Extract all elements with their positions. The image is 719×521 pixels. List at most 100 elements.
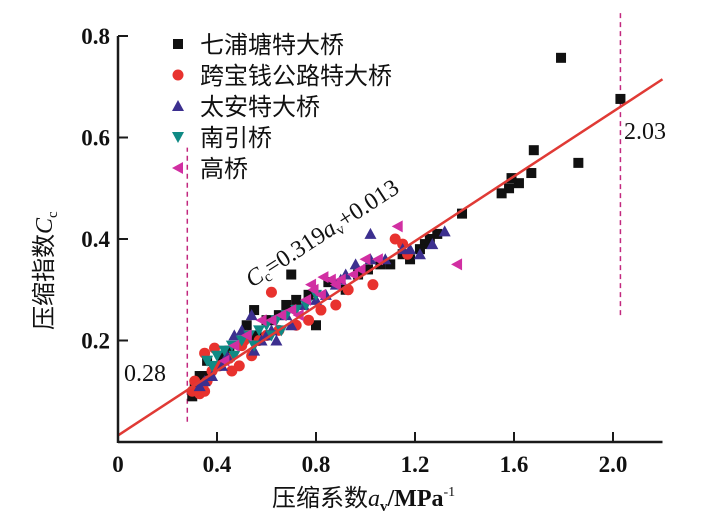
data-point [300,293,312,306]
data-point [253,325,266,337]
legend-label: 跨宝钱公路特大桥 [200,62,392,90]
data-point [496,188,507,199]
data-point [359,253,371,266]
data-point [305,278,317,291]
y-tick-label: 0.6 [81,126,110,151]
data-point [303,314,315,326]
data-point [385,259,396,270]
legend-item: 南引桥 [172,124,272,152]
data-point [556,52,567,63]
data-point [330,299,342,311]
data-point [371,253,383,266]
data-point [451,258,463,271]
data-point [314,288,326,301]
data-point [228,350,241,362]
x-tick-label: 2.0 [599,452,628,477]
data-point [317,271,329,284]
data-point [329,278,341,291]
x-tick-label: 0 [112,452,124,477]
axes: 0 0.4 0.8 1.2 1.6 2.0 0.2 0.4 0.6 0.8 [81,24,663,477]
y-tick-label: 0.2 [81,329,110,354]
data-point [391,220,403,233]
data-point [573,157,584,168]
x-tick-label: 0.8 [302,452,331,477]
data-point [270,334,283,346]
data-point [354,263,366,276]
data-point [255,314,267,327]
data-point [249,305,260,316]
data-point [528,145,539,156]
legend-item: 太安特大桥 [172,93,320,121]
data-point [324,273,336,286]
legend-label: 太安特大桥 [200,93,320,121]
data-point [311,320,321,331]
data-point [275,325,288,337]
x-tick-label: 0.4 [203,452,232,477]
legend-marker [172,100,184,111]
data-point [206,360,219,372]
data-point [193,380,206,392]
y-tick-label: 0.8 [81,24,110,49]
legend-marker [172,69,184,81]
series-4 [218,220,463,367]
data-point [245,309,258,321]
data-point [251,330,262,341]
y-axis-title: 压缩指数Cc [30,211,61,330]
data-point [218,345,231,357]
data-point [457,208,468,219]
data-point [413,248,426,260]
legend-item: 高桥 [172,155,248,183]
data-point [226,365,238,377]
data-point [235,335,248,347]
data-point [315,304,327,316]
data-point [194,371,205,382]
x-tick-label: 1.6 [500,452,529,477]
data-point [362,264,373,275]
data-point [513,178,524,189]
legend-item: 七浦塘特大桥 [173,31,344,59]
data-point [364,227,377,239]
data-point [432,228,443,239]
data-point [349,258,362,270]
data-point [424,234,435,244]
data-point [198,375,211,387]
data-point [228,339,240,352]
data-point [241,320,252,331]
x-axis-title: 压缩系数av/MPa-1 [272,484,455,515]
reference-lines [186,10,622,422]
data-point [419,239,430,250]
data-point [615,93,626,104]
legend-label: 高桥 [200,155,248,183]
legend-label: 七浦塘特大桥 [200,31,344,59]
data-point [285,319,298,331]
data-point [285,304,297,317]
data-point [405,254,416,265]
data-point [224,345,235,356]
data-point [291,294,302,305]
data-point [206,370,219,382]
fit-line [117,78,664,437]
data-point [240,329,252,342]
data-point [426,238,439,250]
data-point [211,350,223,362]
ref-label-0.28: 0.28 [124,361,166,387]
ref-label-2.03: 2.03 [624,119,666,145]
legend-item: 跨宝钱公路特大桥 [172,62,392,90]
data-point [281,299,292,310]
legend-marker [173,39,183,49]
data-point [303,289,314,300]
data-points [186,52,626,402]
fit-line-group [117,78,664,437]
legend-label: 南引桥 [200,124,272,152]
data-point [275,309,287,322]
x-tick-label: 1.2 [401,452,430,477]
data-point [216,350,227,361]
data-point [292,309,304,322]
data-point [265,314,277,327]
legend-marker [172,162,183,174]
data-point [367,279,379,291]
data-point [347,268,359,281]
data-point [286,269,297,280]
